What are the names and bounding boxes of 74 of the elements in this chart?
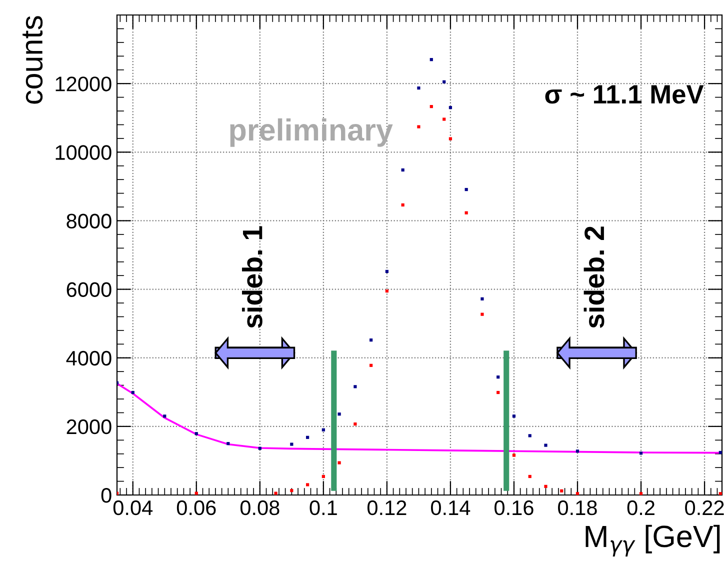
line-series	[117, 382, 722, 454]
y-tick-label: 6000	[66, 282, 112, 298]
annotation: preliminary	[230, 118, 393, 147]
point	[385, 289, 388, 293]
point	[290, 442, 294, 446]
point	[496, 376, 500, 379]
annotation: σ ~ 11.1 MeV	[545, 85, 704, 104]
point	[322, 474, 325, 478]
point	[430, 104, 433, 108]
point	[401, 203, 404, 206]
point	[417, 125, 420, 128]
x-tick-label: 0.12	[367, 500, 406, 516]
point	[512, 454, 516, 457]
x-tick-label: 0.2	[627, 500, 654, 516]
point	[370, 338, 373, 342]
point	[528, 474, 532, 478]
x-tick-label: 0.08	[240, 500, 280, 516]
y-tick-label: 0	[101, 488, 112, 503]
annotation: sideb. 1	[242, 226, 262, 328]
point	[290, 488, 294, 492]
point	[385, 270, 388, 274]
point	[576, 492, 580, 495]
x-tick-label: 0.22	[685, 500, 724, 516]
point	[480, 312, 484, 316]
point	[639, 452, 643, 455]
point	[464, 211, 468, 214]
point	[544, 484, 548, 488]
y-axis-title: counts	[22, 16, 43, 104]
point	[306, 436, 310, 439]
annotation: sideb. 2	[584, 226, 604, 328]
point	[480, 297, 484, 300]
point	[370, 364, 373, 367]
point	[639, 492, 643, 495]
x-tick-label: 0.16	[494, 500, 534, 516]
point	[464, 188, 468, 192]
point	[417, 86, 420, 90]
y-tick-label: 12000	[56, 76, 112, 92]
point	[496, 390, 500, 394]
point	[718, 492, 722, 495]
point	[274, 492, 278, 495]
point	[448, 137, 452, 140]
y-tick-label: 2000	[66, 419, 112, 434]
point	[544, 444, 548, 447]
point	[512, 414, 516, 418]
point	[258, 446, 262, 450]
point	[560, 489, 564, 492]
point	[576, 450, 580, 453]
x-tick-label: 0.04	[113, 500, 153, 516]
point	[354, 422, 357, 426]
point	[718, 450, 722, 454]
point	[442, 118, 446, 121]
point	[354, 385, 357, 388]
y-tick-label: 4000	[66, 350, 112, 366]
y-tick-label: 10000	[56, 145, 112, 160]
x-tick-label: 0.18	[558, 500, 597, 516]
x-tick-label: 0.1	[310, 500, 337, 516]
point	[131, 390, 134, 394]
x-tick-label: 0.06	[176, 500, 216, 516]
point	[442, 80, 446, 84]
point	[338, 412, 341, 416]
point	[194, 492, 198, 495]
point	[448, 106, 452, 110]
point	[322, 428, 325, 432]
x-axis-title: M$_{γγ}$ [GeV]	[586, 524, 720, 556]
point	[338, 461, 341, 464]
y-tick-label: 8000	[66, 214, 112, 228]
point	[430, 58, 433, 62]
point	[194, 432, 198, 436]
point	[528, 434, 532, 438]
x-tick-label: 0.14	[431, 500, 470, 516]
point	[401, 168, 404, 172]
point	[226, 442, 230, 446]
point	[163, 414, 166, 418]
point	[306, 483, 310, 486]
